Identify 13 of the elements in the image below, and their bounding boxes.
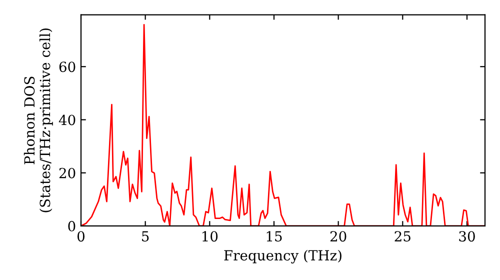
y-axis-title: Phonon DOS (States/THz·primitive cell): [24, 28, 53, 212]
y-tick-label: 40: [58, 114, 76, 126]
y-tick-label: 60: [59, 62, 76, 72]
x-tick-label: 5: [142, 231, 149, 242]
x-tick-label: 0: [77, 231, 84, 242]
x-tick-label: 30: [459, 231, 475, 242]
x-tick-label: 10: [202, 231, 218, 242]
x-tick-label: 15: [266, 231, 282, 242]
x-axis-title: Frequency (THz): [224, 250, 342, 264]
x-tick-label: 20: [330, 231, 346, 242]
y-tick-label: 20: [59, 168, 76, 178]
x-tick-label: 25: [394, 231, 410, 242]
y-tick-label: 0: [68, 220, 76, 232]
